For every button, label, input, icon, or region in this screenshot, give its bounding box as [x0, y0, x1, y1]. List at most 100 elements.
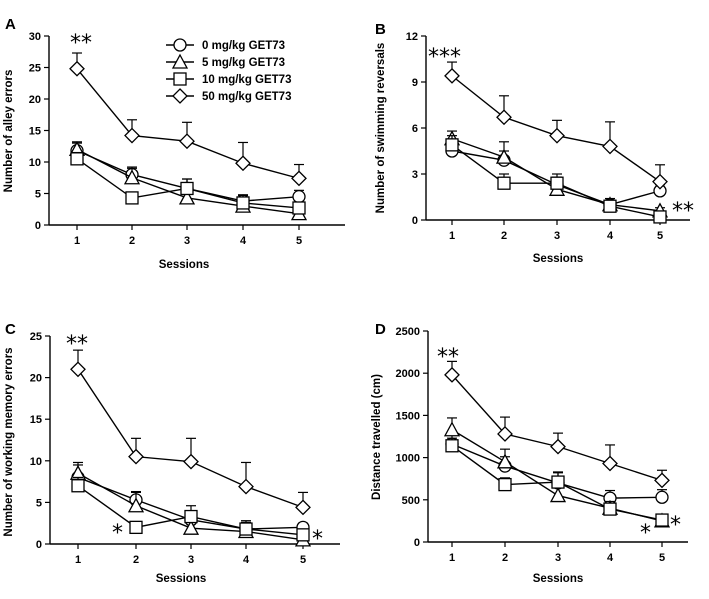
data-point-square [551, 475, 565, 489]
y-tick-label: 15 [29, 126, 41, 138]
significance-annotation: * [640, 521, 651, 546]
significance-annotation: ** [672, 199, 694, 224]
data-point-triangle [127, 497, 145, 513]
y-tick-label: 25 [30, 331, 42, 343]
significance-annotation: *** [428, 45, 461, 70]
y-tick-label: 10 [30, 456, 42, 468]
legend-label: 50 mg/kg GET73 [202, 91, 291, 103]
data-point-diamond [235, 155, 251, 172]
panel-d: D 0 500 1000 1500 2000 2500 1 2 3 4 5 Sessions Distan… [371, 321, 688, 585]
x-tick-label: 5 [296, 235, 302, 247]
data-point-square [655, 513, 669, 527]
legend-label: 5 mg/kg GET73 [202, 57, 285, 69]
data-point-diamond [549, 127, 565, 144]
data-point-square [184, 509, 198, 524]
series-triangle [69, 461, 312, 547]
y-tick-label: 2500 [396, 326, 420, 338]
data-point-square [70, 152, 84, 166]
y-tick-label: 15 [30, 414, 42, 426]
x-tick-label: 3 [554, 230, 560, 242]
x-axis-title: Sessions [533, 573, 584, 585]
x-tick-label: 2 [133, 554, 139, 566]
series-diamond [69, 52, 307, 187]
data-point-diamond [550, 438, 566, 455]
data-point-diamond [128, 448, 144, 465]
series-square [445, 135, 667, 224]
y-tick-label: 0 [35, 220, 41, 232]
panel-label: C [5, 321, 16, 338]
data-point-triangle [182, 519, 200, 535]
legend-marker-diamond [172, 88, 188, 104]
data-point-diamond [69, 60, 85, 77]
data-point-triangle [496, 453, 514, 469]
x-tick-label: 2 [129, 235, 135, 247]
significance-annotation: ** [70, 31, 92, 56]
significance-annotation: ** [66, 332, 88, 357]
data-point-square [498, 477, 512, 492]
data-point-diamond [291, 170, 307, 187]
data-point-diamond [602, 455, 618, 472]
y-axis-title: Number of working memory errors [3, 347, 15, 536]
data-point-circle [292, 189, 306, 204]
y-tick-label: 3 [412, 169, 418, 181]
data-point-square [550, 176, 564, 190]
legend-marker-square [173, 72, 187, 86]
x-tick-label: 4 [240, 235, 247, 247]
panel-label: D [375, 321, 386, 338]
y-tick-label: 12 [406, 31, 418, 43]
data-point-square [603, 199, 617, 213]
x-tick-label: 3 [188, 554, 194, 566]
series-diamond [70, 349, 311, 516]
panel-label: A [5, 16, 16, 33]
x-tick-label: 5 [300, 554, 306, 566]
series-square [71, 476, 310, 542]
x-axis-title: Sessions [533, 253, 584, 265]
y-axis-title: Number of alley errors [3, 70, 15, 193]
y-tick-label: 2000 [396, 368, 420, 380]
y-tick-label: 6 [412, 123, 418, 135]
y-tick-label: 0 [414, 537, 420, 549]
series-line [451, 374, 663, 482]
data-point-square [653, 210, 667, 224]
data-point-diamond [70, 361, 86, 378]
y-axis-title: Distance travelled (cm) [371, 374, 383, 500]
data-point-diamond [179, 133, 195, 150]
data-point-square [497, 176, 511, 190]
data-point-square [125, 191, 139, 205]
data-point-triangle [549, 487, 567, 503]
series-triangle [68, 141, 308, 221]
legend: 0 mg/kg GET73 5 mg/kg GET73 10 mg/kg GET73… [166, 38, 291, 104]
x-tick-label: 2 [501, 230, 507, 242]
legend-marker-circle [173, 38, 187, 52]
data-point-square [292, 201, 306, 215]
x-tick-label: 1 [74, 235, 80, 247]
legend-marker-triangle [171, 53, 189, 69]
series-square [70, 151, 306, 215]
significance-annotation: * [670, 513, 681, 538]
data-point-diamond [444, 67, 460, 84]
data-point-diamond [183, 453, 199, 470]
significance-annotation: ** [437, 345, 459, 370]
data-point-square [239, 522, 253, 536]
data-point-square [71, 479, 85, 493]
series-square [445, 437, 669, 527]
y-tick-label: 9 [412, 77, 418, 89]
data-point-diamond [295, 499, 311, 516]
data-point-square [129, 520, 143, 535]
panel-a: A 0 5 10 15 20 25 30 1 2 3 4 5 Sessions Number of alle… [3, 16, 345, 271]
y-tick-label: 25 [29, 63, 41, 75]
x-tick-label: 2 [502, 552, 508, 564]
data-point-diamond [496, 109, 512, 126]
panel-label: B [375, 21, 386, 38]
series-diamond [444, 61, 668, 190]
y-tick-label: 5 [36, 497, 42, 509]
x-tick-label: 1 [449, 230, 455, 242]
data-point-square [296, 528, 310, 542]
x-tick-label: 5 [659, 552, 665, 564]
data-point-diamond [497, 426, 513, 442]
y-tick-label: 0 [412, 215, 418, 227]
y-tick-label: 30 [29, 31, 41, 43]
series-diamond [444, 360, 670, 489]
